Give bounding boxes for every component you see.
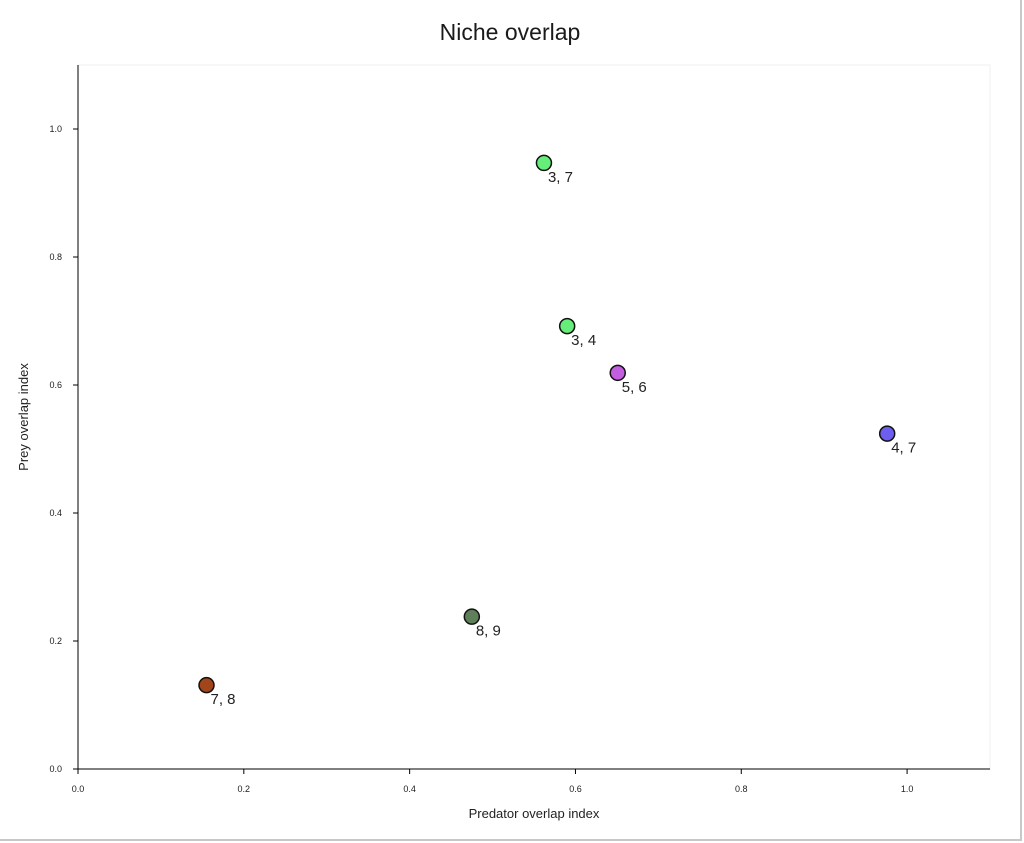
data-point <box>558 317 576 335</box>
data-point <box>609 364 626 382</box>
data-point-label: 5, 6 <box>622 379 647 396</box>
y-tick-label: 0.4 <box>49 508 62 518</box>
y-tick-label: 0.6 <box>49 380 62 390</box>
y-tick-label: 1.0 <box>49 124 62 134</box>
y-tick-label: 0.0 <box>49 764 62 774</box>
data-point-label: 3, 7 <box>548 169 573 186</box>
data-point <box>463 608 481 625</box>
y-axis-ticks: 0.0 0.2 0.4 0.6 0.8 1.0 <box>49 124 78 774</box>
data-point-label: 3, 4 <box>571 332 596 349</box>
x-axis-label: Predator overlap index <box>469 806 600 821</box>
data-point-label: 4, 7 <box>891 440 916 457</box>
y-tick-label: 0.2 <box>49 636 62 646</box>
plot-area <box>77 64 991 770</box>
x-axis-ticks: 0.0 0.2 0.4 0.6 0.8 1.0 <box>72 769 914 794</box>
data-point <box>535 154 553 172</box>
chart-title: Niche overlap <box>440 19 581 45</box>
y-tick-label: 0.8 <box>49 252 62 262</box>
x-tick-label: 0.8 <box>735 784 748 794</box>
data-point <box>878 425 896 442</box>
x-tick-label: 0.0 <box>72 784 85 794</box>
x-tick-label: 0.2 <box>238 784 251 794</box>
x-tick-label: 0.6 <box>569 784 582 794</box>
y-axis-label: Prey overlap index <box>16 363 31 471</box>
x-tick-label: 1.0 <box>901 784 914 794</box>
data-point-label: 7, 8 <box>211 691 236 708</box>
data-point <box>198 676 215 694</box>
data-points: 3, 7 3, 4 5, 6 4, 7 8, 9 7, 8 <box>198 154 916 708</box>
x-tick-label: 0.4 <box>403 784 416 794</box>
data-point-label: 8, 9 <box>476 623 501 640</box>
